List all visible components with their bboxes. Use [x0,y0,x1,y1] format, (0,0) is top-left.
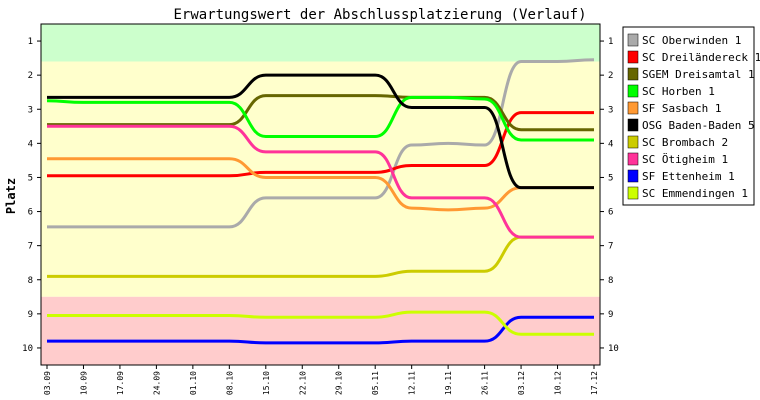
background-bands [41,24,600,365]
y-tick-label-right: 8 [608,276,613,286]
x-tick-label: 24.09 [152,371,161,395]
series-line-6 [46,73,594,190]
legend-swatch [627,118,639,132]
plot-frame [40,23,601,366]
y-ticks-right: 1 2 3 4 5 6 7 8 9 10 [600,37,619,354]
y-tick-label-left: 5 [28,173,33,183]
legend-swatch [627,152,639,166]
legend-swatch [627,33,639,47]
x-tick-label: 29.10 [335,371,344,395]
x-tick-label: 10.12 [554,371,563,395]
legend-items: SC Oberwinden 1 SC Dreiländereck 1 SGEM Dr… [627,33,760,200]
x-ticks: 03.09 10.09 17.09 24.09 01.10 08.10 15.10 22.10… [43,365,599,395]
x-tick-label: 19.11 [444,371,453,395]
y-tick-label-right: 9 [608,310,613,320]
y-tick-label-right: 4 [608,139,613,149]
x-tick-label: 22.10 [298,371,307,395]
legend-swatch [627,169,639,183]
y-tick-label-right: 7 [608,242,613,252]
x-tick-label: 03.09 [43,371,52,395]
x-tick-label: 26.11 [481,371,490,395]
band-1 [41,61,600,297]
legend-label: SF Sasbach 1 [642,102,721,115]
y-tick-label-left: 6 [28,208,33,218]
x-tick-label: 01.10 [189,371,198,395]
y-tick-label-right: 3 [608,105,613,115]
y-tick-label-left: 9 [28,310,33,320]
x-tick-label: 05.11 [371,371,380,395]
y-ticks-left: 1 2 3 4 5 6 7 8 9 10 [22,37,41,354]
y-tick-label-left: 3 [28,105,33,115]
series-line-9 [47,315,594,345]
x-tick-label: 17.12 [590,371,599,395]
band-0 [41,24,600,62]
legend-label: SC Brombach 2 [642,136,728,149]
legend-swatch [627,101,639,115]
series-lines [46,58,595,345]
x-tick-label: 15.10 [262,371,271,395]
y-tick-label-right: 2 [608,71,613,81]
y-tick-label-left: 4 [28,139,33,149]
legend-box [622,26,755,206]
x-tick-label: 12.11 [408,371,417,395]
legend: SC Oberwinden 1 SC Dreiländereck 1 SGEM Dr… [622,26,760,206]
legend-label: SC Emmendingen 1 [642,187,748,200]
y-tick-label-left: 8 [28,276,33,286]
y-tick-label-left: 2 [28,71,33,81]
legend-swatch [627,50,639,64]
y-tick-label-right: 10 [608,344,619,354]
y-tick-label-left: 10 [22,344,33,354]
legend-swatch [627,84,639,98]
series-line-3 [47,94,594,132]
band-2 [41,296,600,365]
legend-label: SC Oberwinden 1 [642,34,741,47]
x-tick-label: 03.12 [517,371,526,395]
y-tick-label-right: 1 [608,37,613,47]
legend-label: SGEM Dreisamtal 1 [642,68,755,81]
y-tick-label-left: 1 [28,37,33,47]
chart-title: Erwartungswert der Abschlussplatzierung … [173,7,586,23]
x-tick-label: 17.09 [116,371,125,395]
series-line-1 [47,58,595,229]
series-line-10 [46,310,594,336]
legend-label: OSG Baden-Baden 5 [642,119,755,132]
x-tick-label: 08.10 [225,371,234,395]
y-tick-label-right: 6 [608,208,613,218]
y-axis-label: Platz [4,178,18,214]
series-line-8 [47,124,594,239]
legend-label: SC Dreiländereck 1 [642,51,760,64]
series-line-2 [46,111,594,178]
legend-label: SC Horben 1 [642,85,715,98]
legend-label: SF Ettenheim 1 [642,170,735,183]
series-line-5 [47,157,594,212]
series-line-7 [47,235,594,278]
legend-swatch [627,135,639,149]
y-tick-label-right: 5 [608,173,613,183]
legend-swatch [627,67,639,81]
series-line-4 [46,95,594,142]
legend-swatch [627,186,639,200]
y-tick-label-left: 7 [28,242,33,252]
legend-label: SC Ötigheim 1 [642,153,728,166]
x-tick-label: 10.09 [79,371,88,395]
